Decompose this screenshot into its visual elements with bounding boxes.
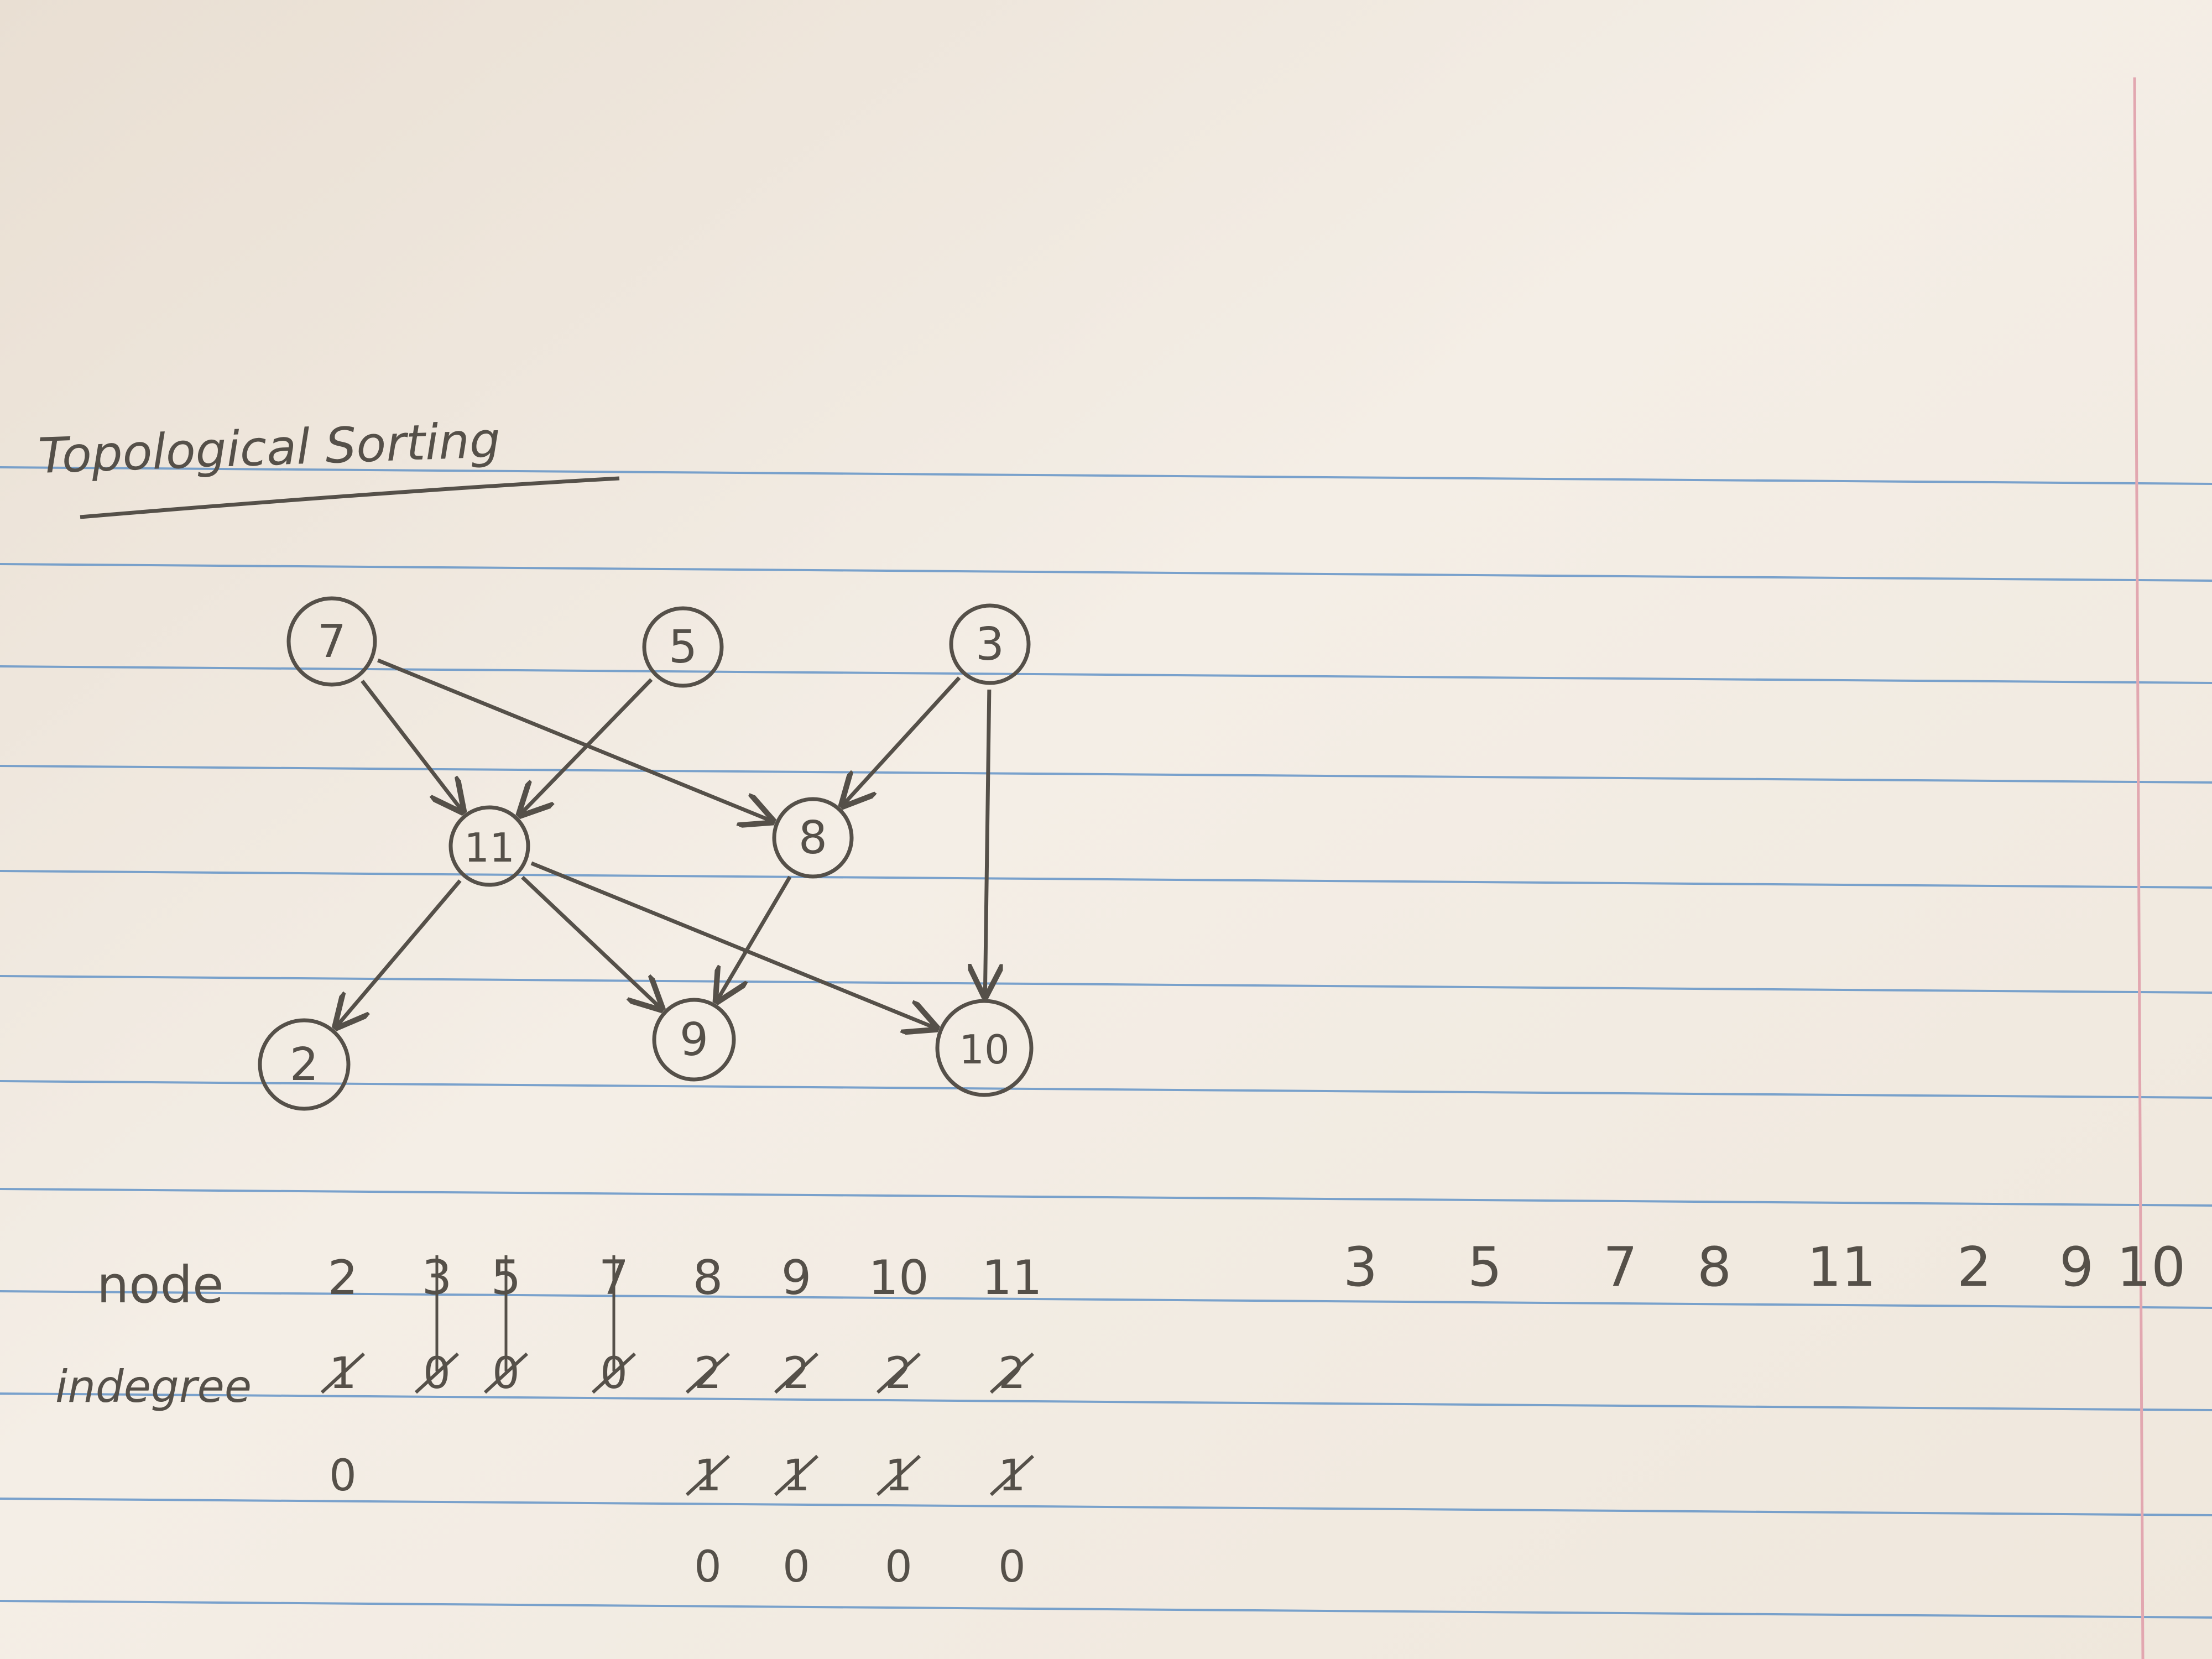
ruled-line bbox=[0, 1188, 2212, 1207]
node-3: 3 bbox=[949, 603, 1031, 685]
indegree-strike bbox=[591, 1352, 637, 1394]
table-column-11: 11210 bbox=[982, 1250, 1042, 1592]
graph-edges bbox=[336, 658, 989, 1028]
table-columns: 210305070821092101021011210 bbox=[320, 1250, 1042, 1592]
table-column-5: 50 bbox=[483, 1250, 529, 1399]
indegree-strike bbox=[685, 1454, 731, 1496]
indegree-value: 0 bbox=[329, 1451, 357, 1501]
node-circle bbox=[286, 596, 377, 687]
ruled-lines bbox=[0, 466, 2212, 1619]
node-circle bbox=[258, 1018, 351, 1111]
ruled-line bbox=[0, 1600, 2212, 1619]
indegree-table: node indegree 21030507082109210102101121… bbox=[55, 1250, 1042, 1592]
table-column-2: 210 bbox=[320, 1250, 366, 1501]
graph-nodes: 7 5 3 11 8 2 9 10 bbox=[258, 596, 1034, 1111]
ruled-line bbox=[0, 665, 2212, 684]
title-underline bbox=[80, 476, 620, 519]
ruled-line bbox=[0, 1290, 2212, 1309]
ruled-line bbox=[0, 1498, 2212, 1516]
node-label: 5 bbox=[669, 621, 697, 674]
edge-3-to-10 bbox=[985, 689, 989, 995]
node-circle bbox=[772, 797, 854, 879]
node-circle bbox=[652, 998, 736, 1082]
ruled-line bbox=[0, 765, 2212, 784]
indegree-strike bbox=[774, 1352, 819, 1394]
node-11: 11 bbox=[448, 805, 530, 887]
node-8: 8 bbox=[772, 797, 854, 879]
margin-line bbox=[2133, 77, 2145, 1659]
indegree-strike bbox=[483, 1352, 529, 1394]
ruled-line bbox=[0, 563, 2212, 582]
sorted-item: 3 bbox=[1343, 1236, 1378, 1299]
node-circle bbox=[935, 999, 1034, 1097]
sorted-item: 10 bbox=[2117, 1236, 2186, 1299]
node-label: 11 bbox=[464, 825, 515, 871]
column-node-label: 10 bbox=[868, 1250, 928, 1306]
edge-7-to-11 bbox=[361, 680, 462, 811]
node-label: 9 bbox=[680, 1014, 708, 1066]
node-label: 2 bbox=[290, 1039, 319, 1091]
ruled-line bbox=[0, 1080, 2212, 1099]
indegree-strike bbox=[774, 1454, 819, 1496]
column-node-label: 11 bbox=[982, 1250, 1042, 1306]
edge-3-to-8 bbox=[843, 676, 961, 805]
ruled-line bbox=[0, 870, 2212, 889]
sorted-order: 3 5 7 8 11 2 9 10 bbox=[1343, 1236, 2186, 1299]
edge-8-to-9 bbox=[717, 875, 792, 1001]
ruled-line bbox=[0, 1392, 2212, 1411]
node-10: 10 bbox=[935, 999, 1034, 1097]
indegree-strike bbox=[320, 1352, 366, 1394]
indegree-row-label: indegree bbox=[55, 1361, 252, 1412]
edge-11-to-9 bbox=[521, 875, 661, 1008]
table-column-7: 70 bbox=[591, 1250, 637, 1399]
node-label: 7 bbox=[317, 615, 346, 668]
node-row-label: node bbox=[97, 1255, 224, 1314]
sorted-item: 2 bbox=[1957, 1236, 1991, 1299]
column-node-label: 8 bbox=[693, 1250, 723, 1306]
indegree-value: 0 bbox=[694, 1542, 722, 1592]
node-circle bbox=[448, 805, 530, 887]
table-column-10: 10210 bbox=[868, 1250, 928, 1592]
sorted-item: 11 bbox=[1807, 1236, 1876, 1299]
table-column-9: 9210 bbox=[774, 1250, 819, 1592]
sorted-item: 7 bbox=[1603, 1236, 1637, 1299]
edge-11-to-2 bbox=[336, 879, 462, 1027]
node-7: 7 bbox=[286, 596, 377, 687]
edge-5-to-11 bbox=[520, 678, 653, 815]
edge-7-to-8 bbox=[377, 658, 772, 821]
directed-graph: 7 5 3 11 8 2 9 10 bbox=[258, 596, 1034, 1111]
indegree-strike bbox=[876, 1352, 921, 1394]
sorted-item: 9 bbox=[2059, 1236, 2094, 1299]
indegree-strike bbox=[685, 1352, 731, 1394]
indegree-value: 0 bbox=[885, 1542, 912, 1592]
indegree-value: 0 bbox=[782, 1542, 810, 1592]
node-5: 5 bbox=[642, 606, 724, 688]
node-circle bbox=[949, 603, 1031, 685]
ruled-line bbox=[0, 466, 2212, 485]
edge-11-to-10 bbox=[530, 861, 936, 1028]
ruled-line bbox=[0, 975, 2212, 994]
indegree-strike bbox=[989, 1352, 1035, 1394]
node-9: 9 bbox=[652, 998, 736, 1082]
table-column-8: 8210 bbox=[685, 1250, 731, 1592]
node-label: 8 bbox=[799, 812, 827, 864]
node-label: 10 bbox=[959, 1026, 1010, 1073]
sorted-item: 8 bbox=[1697, 1236, 1731, 1299]
column-node-label: 2 bbox=[328, 1250, 358, 1306]
column-node-label: 9 bbox=[781, 1250, 812, 1306]
node-label: 3 bbox=[975, 618, 1004, 671]
node-2: 2 bbox=[258, 1018, 351, 1111]
indegree-value: 0 bbox=[998, 1542, 1026, 1592]
table-column-3: 30 bbox=[414, 1250, 460, 1399]
indegree-strike bbox=[414, 1352, 460, 1394]
indegree-strike bbox=[876, 1454, 921, 1496]
indegree-strike bbox=[989, 1454, 1035, 1496]
node-circle bbox=[642, 606, 724, 688]
sorted-item: 5 bbox=[1468, 1236, 1502, 1299]
